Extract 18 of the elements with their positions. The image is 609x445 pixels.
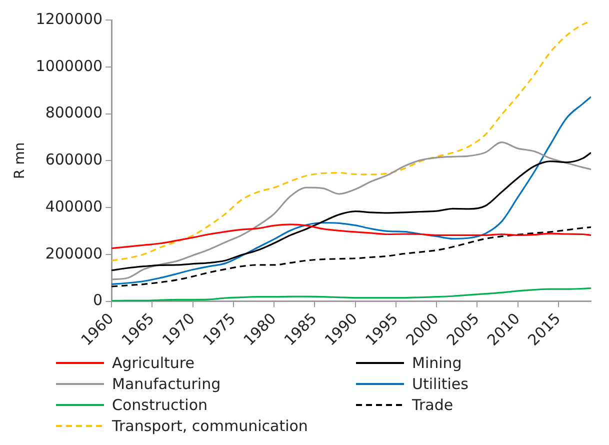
y-tick-label: 1000000	[36, 56, 103, 75]
line-series	[112, 226, 591, 288]
line-series	[112, 96, 591, 285]
y-tick-label: 600000	[45, 150, 103, 169]
y-tick-label: 1200000	[36, 10, 103, 28]
y-tick-label: 0	[93, 291, 103, 310]
y-tick-label: 800000	[45, 104, 103, 122]
legend-label: Utilities	[412, 375, 468, 393]
legend-label: Construction	[112, 396, 208, 414]
legend-label: Transport, communication	[112, 417, 308, 435]
line-series	[112, 224, 591, 250]
y-tick-label: 400000	[45, 197, 103, 216]
legend-label: Mining	[412, 354, 462, 372]
y-axis-title: R mn	[12, 142, 28, 179]
legend-label: Trade	[412, 396, 454, 414]
y-tick-label: 200000	[45, 244, 103, 262]
legend-label: Manufacturing	[112, 375, 221, 393]
legend-label: Agriculture	[112, 354, 194, 372]
